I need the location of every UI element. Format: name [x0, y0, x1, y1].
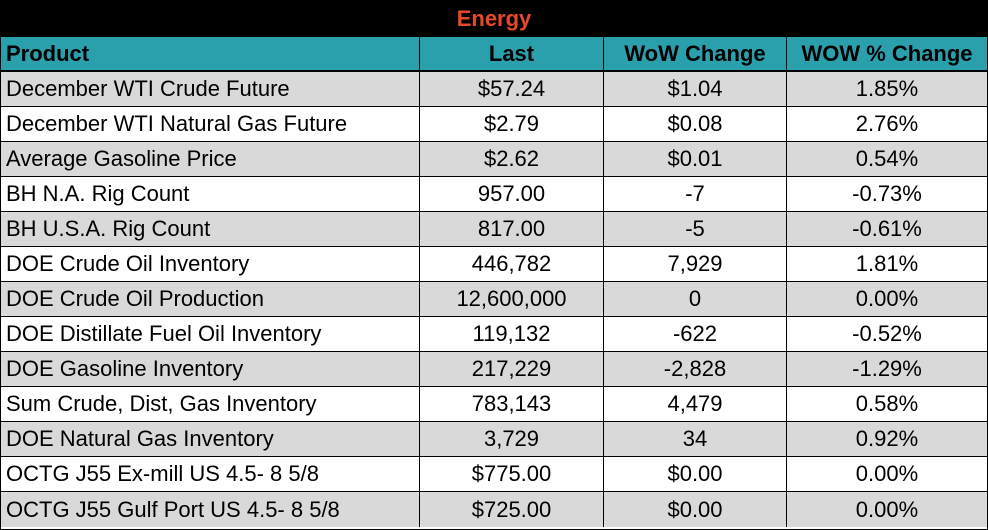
- product-cell: Average Gasoline Price: [1, 142, 420, 176]
- last-cell: 783,143: [420, 387, 604, 421]
- table-row: DOE Crude Oil Production 12,600,000 0 0.00%: [1, 282, 987, 317]
- product-cell: OCTG J55 Ex-mill US 4.5- 8 5/8: [1, 457, 420, 491]
- product-cell: December WTI Natural Gas Future: [1, 107, 420, 141]
- table-row: Sum Crude, Dist, Gas Inventory 783,143 4,4…: [1, 387, 987, 422]
- last-cell: $57.24: [420, 72, 604, 106]
- product-cell: DOE Natural Gas Inventory: [1, 422, 420, 456]
- wow-change-cell: 7,929: [604, 247, 787, 281]
- table-row: December WTI Natural Gas Future $2.79 $0.0…: [1, 107, 987, 142]
- product-cell: DOE Crude Oil Production: [1, 282, 420, 316]
- last-cell: 446,782: [420, 247, 604, 281]
- product-cell: December WTI Crude Future: [1, 72, 420, 106]
- wow-pct-change-cell: 0.54%: [855, 146, 919, 171]
- last-cell: 217,229: [420, 352, 604, 386]
- header-last: Last: [420, 37, 604, 70]
- wow-pct-change-cell: 2.76%: [855, 111, 919, 136]
- header-wow-pct-change: WOW % Change: [801, 40, 973, 66]
- last-cell: 957.00: [420, 177, 604, 211]
- table-row: DOE Crude Oil Inventory 446,782 7,929 1.81%: [1, 247, 987, 282]
- table-row: DOE Distillate Fuel Oil Inventory 119,132…: [1, 317, 987, 352]
- product-cell: BH N.A. Rig Count: [1, 177, 420, 211]
- table-row: OCTG J55 Gulf Port US 4.5- 8 5/8 $725.00 $…: [1, 492, 987, 527]
- last-cell: $775.00: [420, 457, 604, 491]
- wow-pct-change-cell: -1.29%: [852, 356, 922, 381]
- table-row: OCTG J55 Ex-mill US 4.5- 8 5/8 $775.00 $0.…: [1, 457, 987, 492]
- header-row: Product Last WoW Change WOW % Change: [1, 37, 987, 72]
- wow-change-cell: $0.01: [604, 142, 787, 176]
- last-cell: $2.62: [420, 142, 604, 176]
- table-row: DOE Natural Gas Inventory 3,729 34 0.92%: [1, 422, 987, 457]
- wow-pct-change-cell: 1.81%: [855, 251, 919, 276]
- table-row: BH U.S.A. Rig Count 817.00 -5 -0.61%: [1, 212, 987, 247]
- wow-change-cell: -622: [604, 317, 787, 351]
- product-cell: DOE Gasoline Inventory: [1, 352, 420, 386]
- last-cell: 12,600,000: [420, 282, 604, 316]
- product-cell: OCTG J55 Gulf Port US 4.5- 8 5/8: [1, 492, 420, 527]
- wow-change-cell: $0.00: [604, 492, 787, 527]
- wow-pct-change-cell: -0.52%: [852, 321, 922, 346]
- wow-change-cell: 0: [604, 282, 787, 316]
- wow-change-cell: -7: [604, 177, 787, 211]
- wow-pct-change-cell: 0.58%: [855, 391, 919, 416]
- wow-pct-change-cell: 0.00%: [855, 286, 919, 311]
- wow-change-cell: 4,479: [604, 387, 787, 421]
- wow-change-cell: 34: [604, 422, 787, 456]
- wow-pct-change-cell: 0.00%: [855, 496, 919, 522]
- wow-pct-change-cell: 0.00%: [855, 461, 919, 486]
- wow-change-cell: $0.08: [604, 107, 787, 141]
- last-cell: 817.00: [420, 212, 604, 246]
- last-cell: 3,729: [420, 422, 604, 456]
- table-row: Average Gasoline Price $2.62 $0.01 0.54%: [1, 142, 987, 177]
- wow-pct-change-cell: -0.73%: [852, 181, 922, 206]
- product-cell: BH U.S.A. Rig Count: [1, 212, 420, 246]
- table-row: DOE Gasoline Inventory 217,229 -2,828 -1.29…: [1, 352, 987, 387]
- table-row: BH N.A. Rig Count 957.00 -7 -0.73%: [1, 177, 987, 212]
- wow-change-cell: -5: [604, 212, 787, 246]
- product-cell: DOE Distillate Fuel Oil Inventory: [1, 317, 420, 351]
- product-cell: DOE Crude Oil Inventory: [1, 247, 420, 281]
- wow-pct-change-cell: 1.85%: [855, 76, 919, 101]
- last-cell: 119,132: [420, 317, 604, 351]
- header-product: Product: [1, 37, 420, 70]
- table-body: December WTI Crude Future $57.24 $1.04 1.85…: [1, 72, 987, 527]
- wow-pct-change-cell: -0.61%: [852, 216, 922, 241]
- wow-pct-change-cell: 0.92%: [855, 426, 919, 451]
- wow-change-cell: -2,828: [604, 352, 787, 386]
- table-title: Energy: [1, 0, 987, 37]
- last-cell: $725.00: [420, 492, 604, 527]
- wow-change-cell: $1.04: [604, 72, 787, 106]
- product-cell: Sum Crude, Dist, Gas Inventory: [1, 387, 420, 421]
- wow-change-cell: $0.00: [604, 457, 787, 491]
- last-cell: $2.79: [420, 107, 604, 141]
- table-row: December WTI Crude Future $57.24 $1.04 1.85…: [1, 72, 987, 107]
- header-wow-change: WoW Change: [604, 37, 787, 70]
